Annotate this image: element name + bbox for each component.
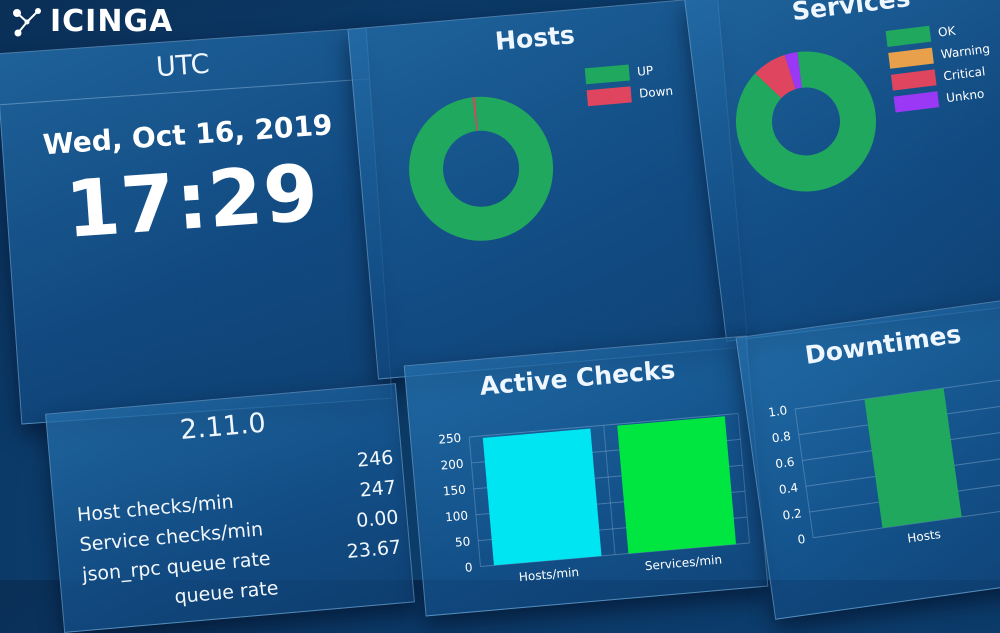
clock-panel: UTC Wed, Oct 16, 2019 17:29 (0, 27, 393, 425)
metric-value: 0.00 (355, 506, 400, 532)
hosts-slice-down[interactable] (472, 97, 478, 132)
hosts-donut-chart (403, 91, 559, 247)
active-checks-ytick-label: 0 (464, 560, 473, 575)
services-slice-unknown[interactable] (784, 51, 802, 90)
legend-label-ok: OK (937, 23, 957, 40)
downtimes-ytick-label: 0.4 (778, 480, 799, 497)
brand-name: ICINGA (50, 4, 174, 39)
legend-swatch-ok (885, 25, 932, 47)
brand-logo: ICINGA (10, 4, 173, 39)
services-legend: OK Warning Critical Unkno (885, 16, 996, 116)
metric-value: 23.67 (345, 536, 403, 563)
active-checks-ytick-label: 250 (438, 431, 462, 447)
metric-value: 246 (356, 446, 395, 472)
clock-title: UTC (0, 28, 370, 106)
legend-swatch-up (584, 64, 630, 85)
services-slice-critical[interactable] (753, 54, 796, 101)
active-checks-xtick-label: Hosts/min (518, 565, 579, 584)
legend-label-down: Down (638, 83, 674, 101)
metric-value: 247 (358, 476, 397, 502)
active-checks-bar-services-min[interactable] (617, 416, 737, 554)
downtimes-ytick-label: 0.8 (771, 429, 792, 446)
active-checks-gridline (469, 413, 739, 438)
clock-time: 17:29 (62, 148, 322, 256)
legend-label-warning: Warning (939, 41, 991, 62)
active-checks-panel: Active Checks 250 200 150 100 50 0 Hosts/min Se… (403, 335, 769, 617)
active-checks-xtick-label: Services/min (644, 552, 722, 573)
active-checks-ytick-label: 50 (454, 534, 470, 549)
active-checks-ytick-label: 150 (442, 483, 466, 499)
downtimes-ytick-label: 1.0 (767, 403, 788, 420)
legend-label-up: UP (636, 63, 654, 79)
services-donut-chart (728, 43, 884, 199)
active-checks-vgridline (603, 425, 616, 555)
downtimes-gridline (813, 506, 1000, 539)
downtimes-ytick-label: 0.2 (782, 506, 803, 523)
downtimes-bar-chart: 1.0 0.8 0.6 0.4 0.2 0 Hosts (767, 377, 1000, 547)
metric-label: queue rate (173, 577, 280, 609)
active-checks-bar-hosts-min[interactable] (482, 428, 602, 566)
hosts-slice-up[interactable] (403, 91, 559, 247)
downtimes-vgridline (794, 408, 814, 538)
version-panel: 2.11.0 Host checks/min 246 Service check… (45, 383, 415, 633)
legend-swatch-warning (888, 47, 934, 69)
downtimes-xtick-label: Hosts (906, 527, 941, 546)
downtimes-ytick-label: 0.6 (775, 455, 796, 472)
legend-swatch-down (586, 86, 632, 107)
downtimes-panel: Downtimes 1.0 0.8 0.6 0.4 0.2 0 Hosts (735, 297, 1000, 620)
downtimes-bar-hosts[interactable] (864, 388, 962, 528)
legend-swatch-critical (890, 69, 937, 91)
services-panel: Services OK Warning Critical Unkno (684, 0, 1000, 342)
active-checks-ytick-label: 100 (445, 508, 469, 524)
active-checks-bar-chart: 250 200 150 100 50 0 Hosts/min Services/min (438, 413, 750, 584)
active-checks-vgridline (737, 413, 750, 544)
hosts-legend: UP Down (584, 58, 674, 109)
legend-label-unknown: Unkno (945, 86, 986, 106)
active-checks-vgridline (468, 436, 481, 567)
downtimes-ytick-label: 0 (797, 532, 807, 547)
hosts-panel: Hosts UP Down (347, 0, 749, 380)
legend-swatch-unknown (893, 91, 940, 113)
services-slice-ok[interactable] (728, 43, 884, 199)
active-checks-ytick-label: 200 (440, 457, 464, 473)
legend-label-critical: Critical (942, 64, 987, 84)
icinga-logo-icon (13, 7, 41, 36)
